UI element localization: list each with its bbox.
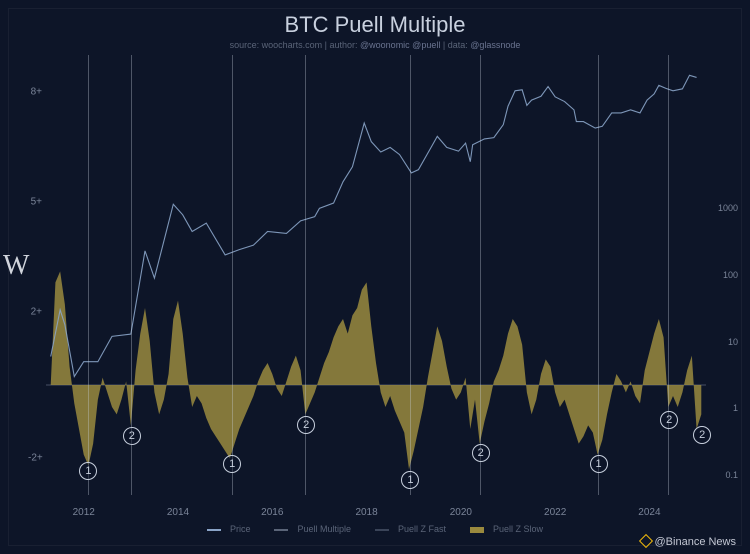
cycle-vline	[668, 55, 669, 495]
cycle-vline	[598, 55, 599, 495]
y-right-tick: 0.1	[725, 470, 738, 480]
chart-title: BTC Puell Multiple	[0, 12, 750, 38]
legend-item: Puell Multiple	[268, 524, 357, 534]
legend-swatch	[470, 527, 484, 533]
y-left-tick: -2+	[28, 453, 42, 464]
cycle-marker: 1	[401, 471, 419, 489]
cycle-vline	[480, 55, 481, 495]
legend-swatch	[207, 529, 221, 531]
x-tick: 2018	[355, 507, 377, 518]
cycle-vline	[232, 55, 233, 495]
y-left-tick: 8+	[28, 86, 42, 97]
x-tick: 2024	[638, 507, 660, 518]
legend-swatch	[274, 529, 288, 531]
subtitle-author-label: author:	[329, 40, 357, 50]
y-right-tick: 100	[723, 270, 738, 280]
cycle-marker: 2	[693, 426, 711, 444]
legend-item: Price	[201, 524, 257, 534]
cycle-marker: 1	[590, 455, 608, 473]
binance-icon	[638, 534, 652, 548]
attribution: @Binance News	[641, 536, 736, 548]
cycle-marker: 2	[297, 416, 315, 434]
x-tick: 2012	[73, 507, 95, 518]
subtitle-data-link[interactable]: @glassnode	[470, 40, 520, 50]
legend-label: Puell Z Fast	[398, 524, 446, 534]
y-left-tick: 2+	[28, 306, 42, 317]
cycle-marker: 1	[79, 462, 97, 480]
subtitle-data-label: data:	[448, 40, 468, 50]
legend-swatch	[375, 529, 389, 531]
attribution-text: @Binance News	[655, 536, 736, 548]
y-right-tick: 10	[728, 337, 738, 347]
legend: Price Puell Multiple Puell Z Fast Puell Z S…	[0, 524, 750, 534]
chart-subtitle: source: woocharts.com | author: @woonomi…	[0, 40, 750, 50]
cycle-marker: 1	[223, 455, 241, 473]
y-left-tick: 5+	[28, 196, 42, 207]
x-tick: 2014	[167, 507, 189, 518]
y-right-tick: 1	[733, 403, 738, 413]
x-tick: 2022	[544, 507, 566, 518]
cycle-vline	[88, 55, 89, 495]
y-right-tick: 1000	[718, 203, 738, 213]
legend-label: Price	[230, 524, 251, 534]
chart-area	[46, 55, 706, 495]
logo: W	[3, 250, 29, 282]
legend-item: Puell Z Slow	[464, 524, 549, 534]
legend-label: Puell Z Slow	[493, 524, 543, 534]
subtitle-author-link[interactable]: @woonomic @puell	[360, 40, 440, 50]
legend-item: Puell Z Fast	[369, 524, 452, 534]
cycle-marker: 2	[660, 411, 678, 429]
cycle-marker: 2	[472, 444, 490, 462]
cycle-vline	[410, 55, 411, 495]
x-tick: 2016	[261, 507, 283, 518]
legend-label: Puell Multiple	[297, 524, 351, 534]
subtitle-source: source: woocharts.com	[230, 40, 323, 50]
cycle-marker: 2	[123, 427, 141, 445]
x-tick: 2020	[450, 507, 472, 518]
